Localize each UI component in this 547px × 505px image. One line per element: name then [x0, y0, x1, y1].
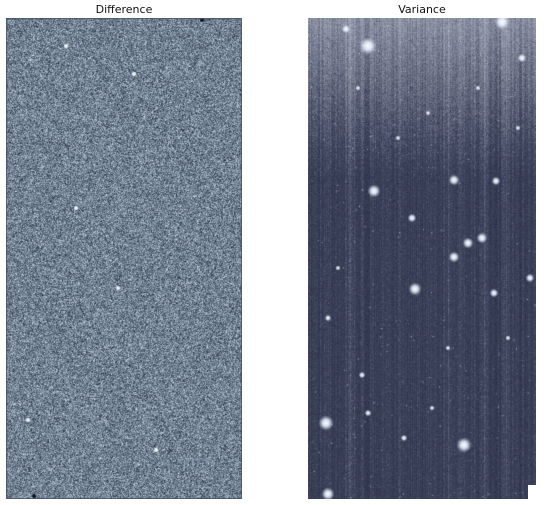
difference-panel-title: Difference: [6, 3, 242, 17]
difference-image: [6, 18, 242, 499]
variance-starfield-canvas: [308, 18, 536, 499]
difference-noise-canvas: [6, 18, 242, 499]
variance-image: [308, 18, 536, 499]
variance-image-notch: [528, 485, 536, 499]
variance-panel-title: Variance: [308, 3, 536, 17]
